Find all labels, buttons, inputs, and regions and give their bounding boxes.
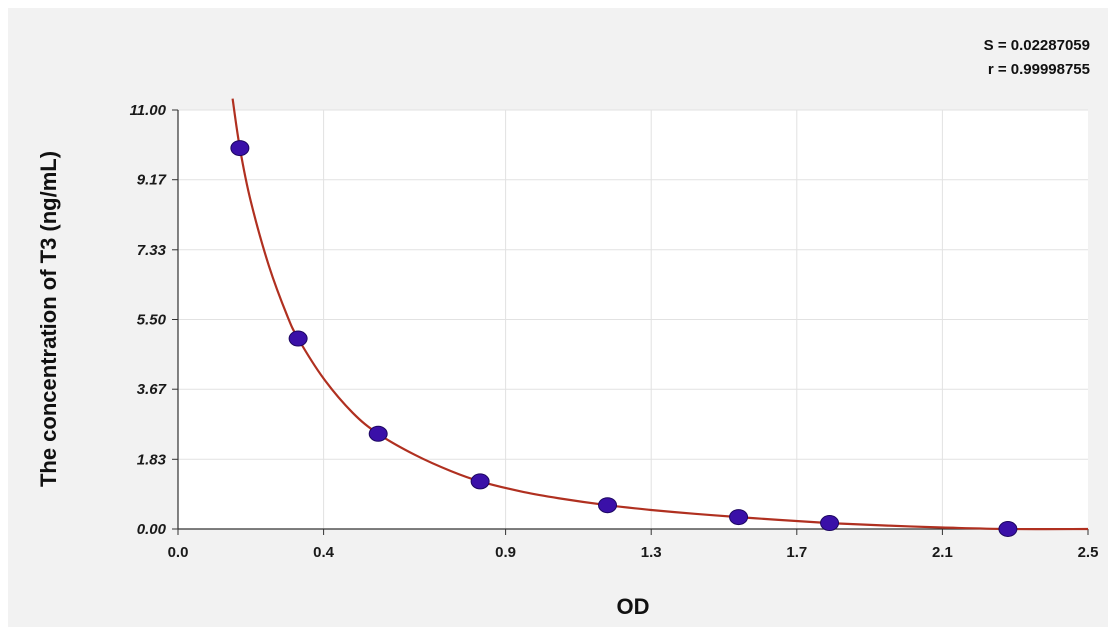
y-tick-label: 11.00 <box>130 102 167 119</box>
data-point <box>288 330 308 347</box>
y-tick-label: 9.17 <box>137 172 167 189</box>
x-tick-label: 2.1 <box>932 544 953 561</box>
x-tick-label: 0.4 <box>313 544 335 561</box>
x-tick-label: 1.3 <box>641 544 662 561</box>
y-tick-label: 7.33 <box>137 242 167 259</box>
x-tick-label: 1.7 <box>786 544 807 561</box>
y-axis-ticks: 0.00 1.83 3.67 5.50 7.33 9.17 11.00 <box>130 102 178 538</box>
chart-frame: 0.0 0.4 0.9 1.3 1.7 2.1 2.5 0.00 1.83 3.67 5.50 7.… <box>8 8 1108 627</box>
x-axis-ticks: 0.0 0.4 0.9 1.3 1.7 2.1 2.5 <box>168 529 1099 561</box>
s-value-label: S = 0.02287059 <box>984 37 1090 54</box>
data-point <box>598 497 618 514</box>
data-points <box>230 140 1018 537</box>
y-tick-label: 5.50 <box>137 312 167 329</box>
x-tick-label: 0.0 <box>168 544 189 561</box>
x-axis-title: OD <box>617 594 650 619</box>
data-point <box>368 425 388 442</box>
y-tick-label: 0.00 <box>137 521 167 538</box>
data-point <box>820 515 840 532</box>
data-point <box>470 473 490 490</box>
y-tick-label: 1.83 <box>137 451 167 468</box>
fit-curve-line <box>231 98 1089 531</box>
data-point <box>230 140 250 157</box>
x-tick-label: 2.5 <box>1078 544 1099 561</box>
y-tick-label: 3.67 <box>137 381 167 398</box>
r-value-label: r = 0.99998755 <box>988 61 1090 78</box>
data-point <box>729 509 749 526</box>
data-point <box>998 521 1018 537</box>
grid-lines <box>178 109 1088 529</box>
y-axis-title: The concentration of T3 (ng/mL) <box>36 151 61 487</box>
t3-standard-curve-chart: 0.0 0.4 0.9 1.3 1.7 2.1 2.5 0.00 1.83 3.67 5.50 7.… <box>36 37 1099 619</box>
x-tick-label: 0.9 <box>495 544 516 561</box>
